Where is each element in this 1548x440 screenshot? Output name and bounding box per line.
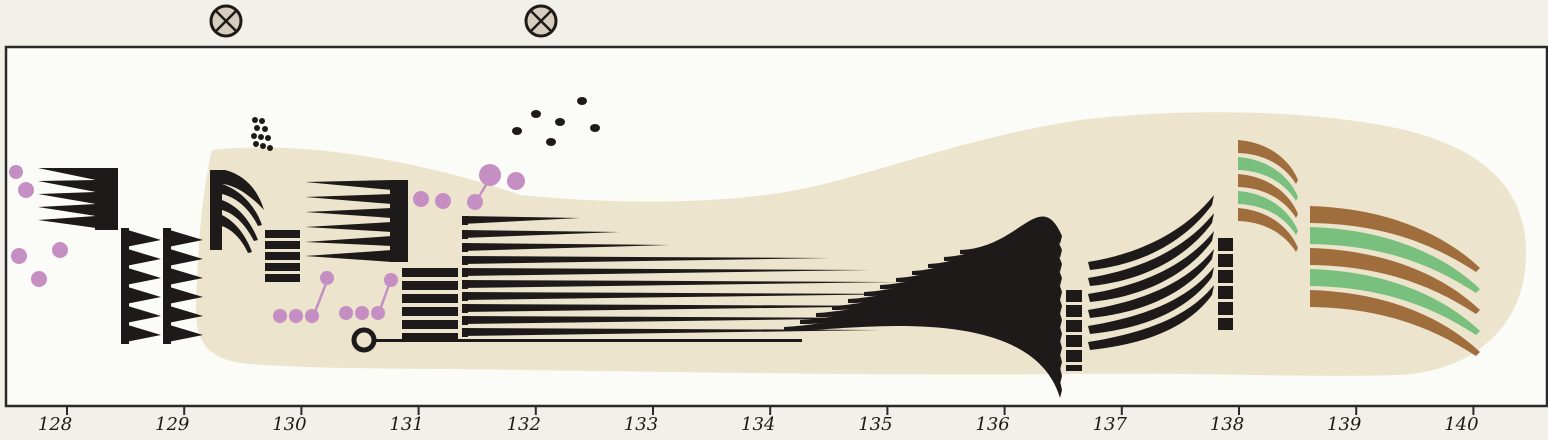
ruler-label-137: 137 xyxy=(1093,414,1128,435)
color-stroke xyxy=(1238,191,1298,235)
long-bar-head xyxy=(462,304,468,313)
long-bar-head xyxy=(462,216,468,225)
ruler-label-133: 133 xyxy=(624,414,658,435)
ruler-label-134: 134 xyxy=(741,414,775,435)
ruler-label-138: 138 xyxy=(1210,414,1244,435)
long-bar-head xyxy=(462,316,468,325)
curved-fan-136 xyxy=(784,216,1062,398)
color-fan-138 xyxy=(1238,140,1298,252)
color-stroke xyxy=(1310,269,1480,335)
triangle-mark xyxy=(121,228,161,248)
ruler-label-131: 131 xyxy=(389,414,423,435)
color-stroke xyxy=(1310,227,1480,293)
ruler-label-129: 129 xyxy=(155,414,189,435)
ruler-label-132: 132 xyxy=(507,414,541,435)
ruler-label-139: 139 xyxy=(1327,414,1361,435)
triangle-column-1 xyxy=(121,228,161,344)
long-bar xyxy=(462,230,620,238)
triangle-column-spine xyxy=(163,228,171,344)
color-stroke xyxy=(1310,290,1480,356)
curved-fan-137 xyxy=(1088,195,1214,350)
fan-stroke xyxy=(1088,267,1214,334)
long-bar xyxy=(462,216,580,224)
bar-stack-131 xyxy=(402,268,458,340)
long-bar xyxy=(462,280,900,288)
color-stroke xyxy=(1238,157,1298,201)
fan-stroke xyxy=(1088,213,1214,286)
comb-block-131 xyxy=(305,180,408,262)
fan-stroke xyxy=(1088,249,1214,318)
ruler-label-135: 135 xyxy=(858,414,892,435)
color-stroke xyxy=(1238,208,1298,252)
fan-stroke xyxy=(784,314,1062,398)
triangle-mark xyxy=(121,266,161,286)
long-bar-head xyxy=(462,243,468,252)
long-bar xyxy=(462,304,920,312)
color-stroke xyxy=(1310,248,1480,314)
long-bar xyxy=(462,328,880,336)
long-bar xyxy=(462,316,900,324)
triangle-mark xyxy=(163,304,203,324)
triangle-mark xyxy=(163,247,203,267)
ruler: 128 129 130 131 132 133 134 135 136 137 138 139 140 xyxy=(6,405,1547,435)
color-fan-139 xyxy=(1310,206,1480,356)
triangle-column-spine xyxy=(121,228,129,344)
long-bar-head xyxy=(462,328,468,337)
fan-stroke xyxy=(1088,285,1214,350)
curved-fan-130 xyxy=(210,170,264,253)
crossed-circle-marker-2 xyxy=(524,4,558,38)
long-bar-head xyxy=(462,230,468,239)
fan-stroke xyxy=(1088,231,1214,302)
triangle-column-2 xyxy=(163,228,203,344)
triangle-mark xyxy=(121,285,161,305)
comb-block-128 xyxy=(38,168,118,230)
long-bar-head xyxy=(462,280,468,289)
ring-line xyxy=(351,327,802,353)
square-column-138 xyxy=(1218,238,1233,330)
dot-cluster-130 xyxy=(251,117,273,151)
square-column-137 xyxy=(1066,290,1082,371)
long-bar-head xyxy=(462,292,468,301)
long-bar-head xyxy=(462,268,468,277)
triangle-mark xyxy=(121,323,161,343)
long-bar-head xyxy=(462,256,468,265)
long-bar xyxy=(462,292,910,300)
long-bar xyxy=(462,268,870,276)
fan-stroke xyxy=(1088,195,1214,270)
ruler-label-136: 136 xyxy=(975,414,1009,435)
ruler-label-128: 128 xyxy=(38,414,72,435)
dot-scatter-132 xyxy=(512,97,600,146)
triangle-mark xyxy=(121,247,161,267)
color-stroke xyxy=(1238,140,1298,184)
crossed-circle-marker-1 xyxy=(209,4,243,38)
ruler-label-130: 130 xyxy=(272,414,306,435)
triangle-mark xyxy=(163,266,203,286)
long-bar xyxy=(462,256,830,264)
color-stroke xyxy=(1238,174,1298,218)
long-bar-bundle xyxy=(462,216,920,337)
triangle-mark xyxy=(163,228,203,248)
triangle-mark xyxy=(163,285,203,305)
ruler-label-140: 140 xyxy=(1444,414,1478,435)
color-stroke xyxy=(1310,206,1480,272)
triangle-mark xyxy=(163,323,203,343)
bar-stack-130 xyxy=(265,230,300,282)
pink-dots-left xyxy=(9,165,68,287)
pink-dot-groups xyxy=(273,164,525,323)
triangle-mark xyxy=(121,304,161,324)
long-bar xyxy=(462,243,670,251)
